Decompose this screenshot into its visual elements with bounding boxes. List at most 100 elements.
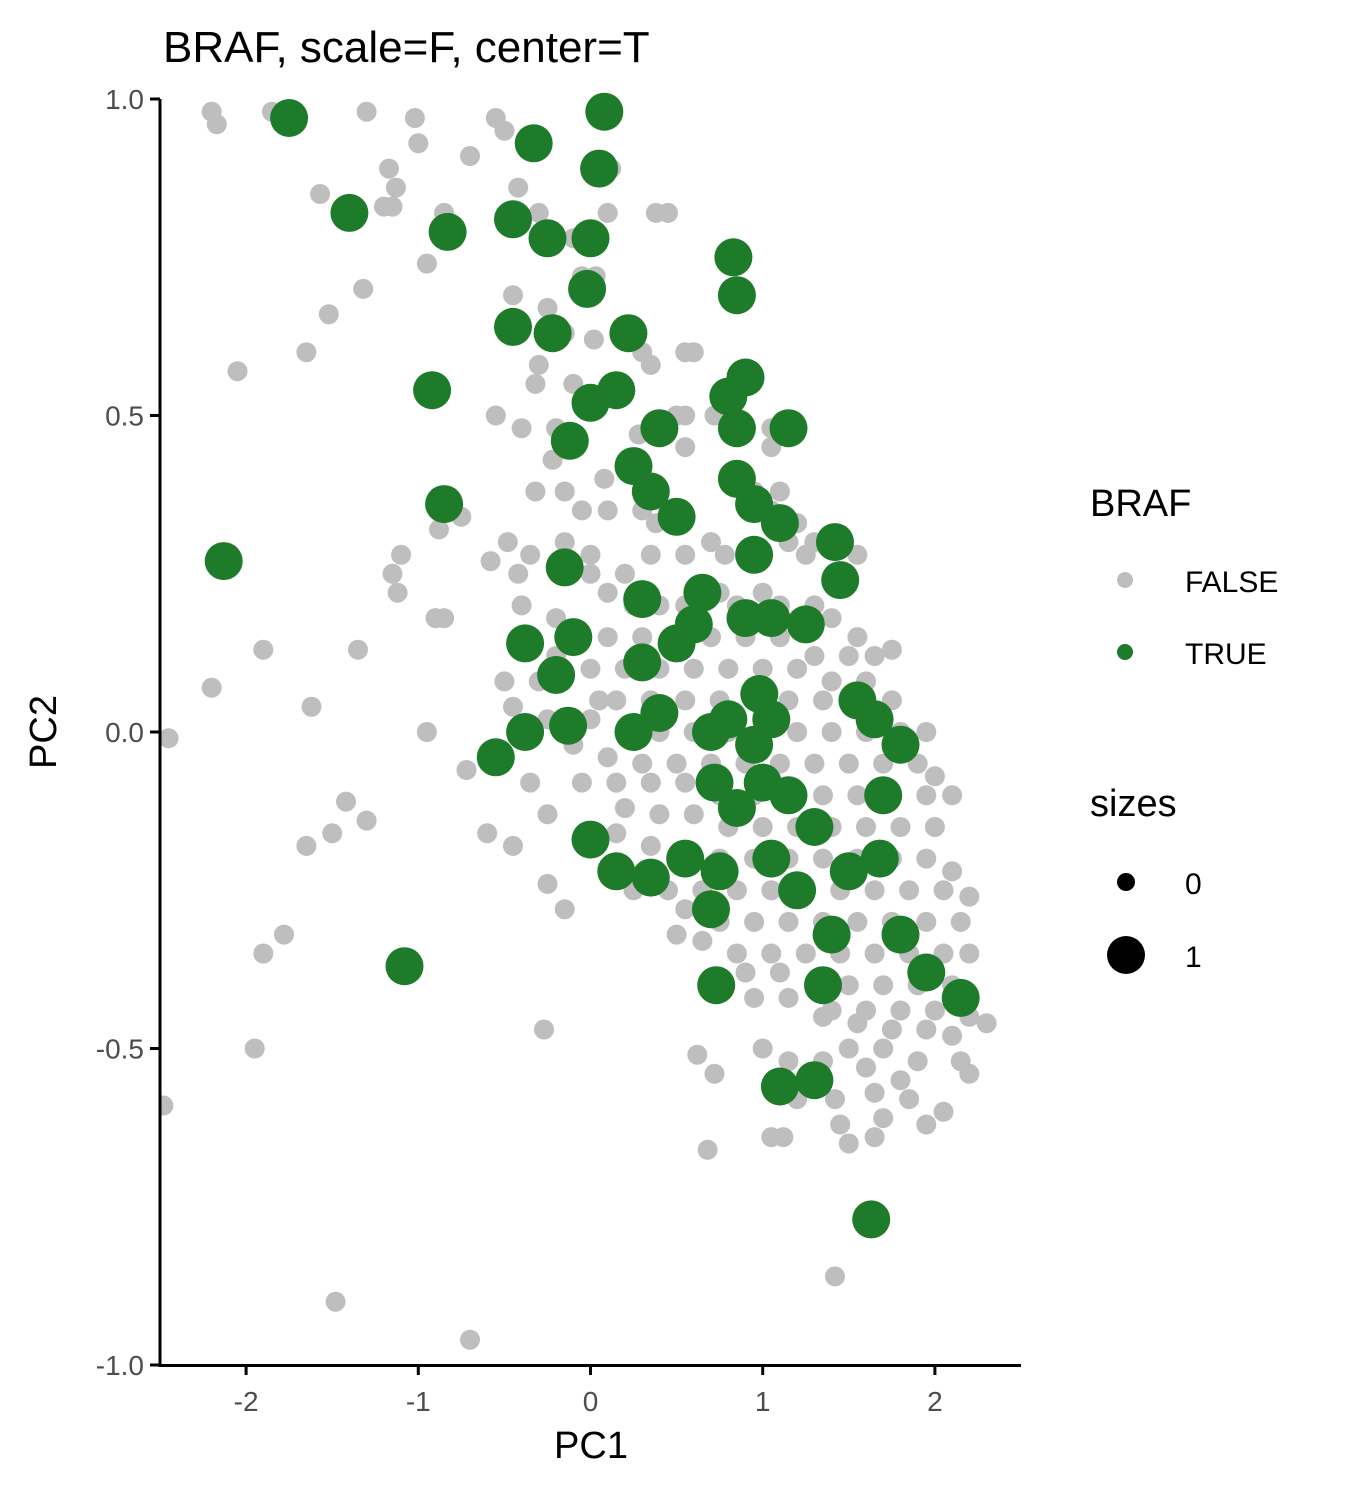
point-false [594,468,615,489]
point-true [666,839,705,878]
point-true [769,409,808,448]
point-false [847,911,868,932]
point-false [353,278,374,299]
legend-label-true: TRUE [1185,638,1267,671]
point-true [852,1200,891,1239]
point-false [497,532,518,553]
point-false [821,671,842,692]
point-false [976,1013,997,1034]
point-false [924,1000,945,1021]
point-true [907,953,946,992]
point-false [675,544,696,565]
legend-key-size-0 [1117,873,1135,891]
point-false [959,1063,980,1084]
point-true [640,409,679,448]
point-true [881,915,920,954]
point-false [537,297,558,318]
point-false [752,658,773,679]
point-true [717,276,756,315]
point-false [795,544,816,565]
point-true [760,1067,799,1106]
point-false [318,304,339,325]
legend-key-size-1 [1107,936,1145,974]
legend-key-false [1117,572,1133,588]
point-false [385,177,406,198]
point-false [296,342,317,363]
x-ticks: -2 -1 0 1 2 [234,1365,943,1417]
point-false [503,696,523,717]
point-false [571,772,592,793]
point-false [916,911,937,932]
legend-label-size-1: 1 [1185,941,1202,974]
point-true [494,307,532,346]
point-false [821,722,842,742]
point-false [825,1266,845,1287]
point-false [606,823,627,844]
point-false [520,772,541,793]
point-false [391,544,412,565]
legend-label-false: FALSE [1185,566,1278,599]
point-false [825,1089,845,1110]
point-false [571,500,592,521]
point-false [387,582,408,603]
point-true [506,713,545,751]
point-false [201,677,222,698]
point-false [687,1044,708,1065]
point-false [838,646,859,666]
point-false [554,899,575,920]
point-false [589,690,610,711]
point-false [253,943,274,964]
point-false [942,785,963,806]
point-false [813,690,833,711]
point-true [821,561,860,600]
point-true [726,358,765,397]
point-false [778,911,799,932]
point-false [881,1019,902,1040]
point-false [675,405,696,426]
plot-points [160,92,997,1350]
point-false [899,880,920,901]
point-false [697,1139,718,1160]
point-true [270,99,309,137]
point-true [571,219,610,258]
point-true [829,852,868,891]
point-false [597,500,618,521]
point-false [778,1051,799,1072]
point-true [425,485,464,524]
point-false [795,943,816,964]
point-false [322,823,343,844]
point-false [382,563,403,584]
point-false [778,987,799,1008]
point-false [916,1114,937,1135]
point-true [428,212,467,251]
point-false [856,817,876,837]
point-false [847,627,868,648]
point-false [274,924,294,945]
point-true [413,371,452,410]
point-false [528,354,549,375]
point-true [683,573,722,612]
point-false [310,184,331,204]
legend-sizes: sizes 0 1 [1090,783,1202,974]
legend-sizes-title: sizes [1090,783,1177,825]
point-false [881,639,902,660]
point-false [683,342,704,363]
point-false [640,772,661,793]
point-true [528,219,567,258]
point-false [160,728,179,749]
point-true [769,776,808,815]
point-true [550,421,589,460]
point-false [416,722,437,742]
point-true [804,966,842,1005]
point-false [787,658,808,679]
y-tick-label: 0.0 [105,717,144,748]
point-true [585,92,624,131]
point-true [609,314,648,353]
point-false [534,1019,554,1040]
point-false [735,962,756,983]
point-false [761,943,782,964]
point-true [860,839,899,878]
legend-key-true [1117,644,1133,660]
point-false [916,785,937,806]
point-false [528,202,549,223]
